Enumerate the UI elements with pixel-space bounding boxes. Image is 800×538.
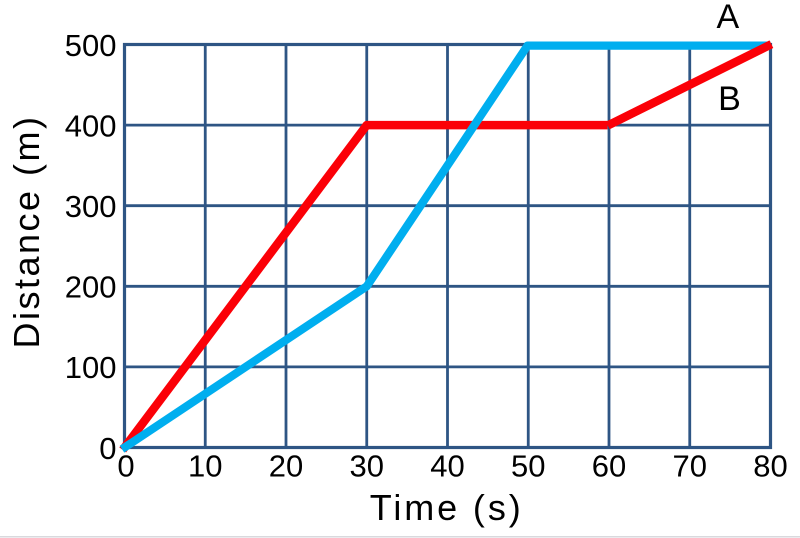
- svg-text:20: 20: [269, 449, 303, 484]
- svg-text:80: 80: [753, 449, 787, 484]
- svg-text:Distance (m): Distance (m): [6, 114, 47, 348]
- svg-text:Time (s): Time (s): [370, 487, 524, 528]
- svg-text:40: 40: [430, 449, 464, 484]
- svg-text:400: 400: [65, 108, 117, 143]
- svg-text:70: 70: [673, 449, 707, 484]
- svg-text:300: 300: [65, 189, 117, 224]
- svg-text:0: 0: [117, 449, 134, 484]
- svg-text:30: 30: [350, 449, 384, 484]
- svg-text:10: 10: [188, 449, 222, 484]
- svg-text:B: B: [718, 80, 741, 118]
- svg-text:200: 200: [65, 270, 117, 305]
- svg-text:60: 60: [592, 449, 626, 484]
- svg-text:0: 0: [99, 431, 116, 466]
- svg-text:50: 50: [511, 449, 545, 484]
- svg-text:100: 100: [65, 350, 117, 385]
- svg-text:500: 500: [65, 28, 117, 63]
- svg-text:A: A: [717, 0, 740, 36]
